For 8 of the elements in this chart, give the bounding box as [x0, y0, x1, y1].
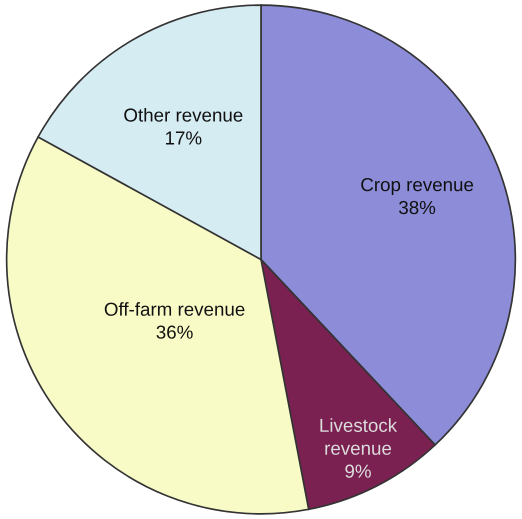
data-label: 17% — [166, 131, 202, 145]
data-label: 36% — [156, 326, 193, 339]
slice-label: Off-farm revenue — [104, 302, 244, 316]
slice-label: Livestock revenue — [320, 418, 398, 455]
data-label: 9% — [345, 464, 371, 478]
slice-label: Other revenue — [124, 108, 242, 122]
data-label: 38% — [399, 200, 436, 214]
slice-label: Crop revenue — [361, 178, 474, 195]
